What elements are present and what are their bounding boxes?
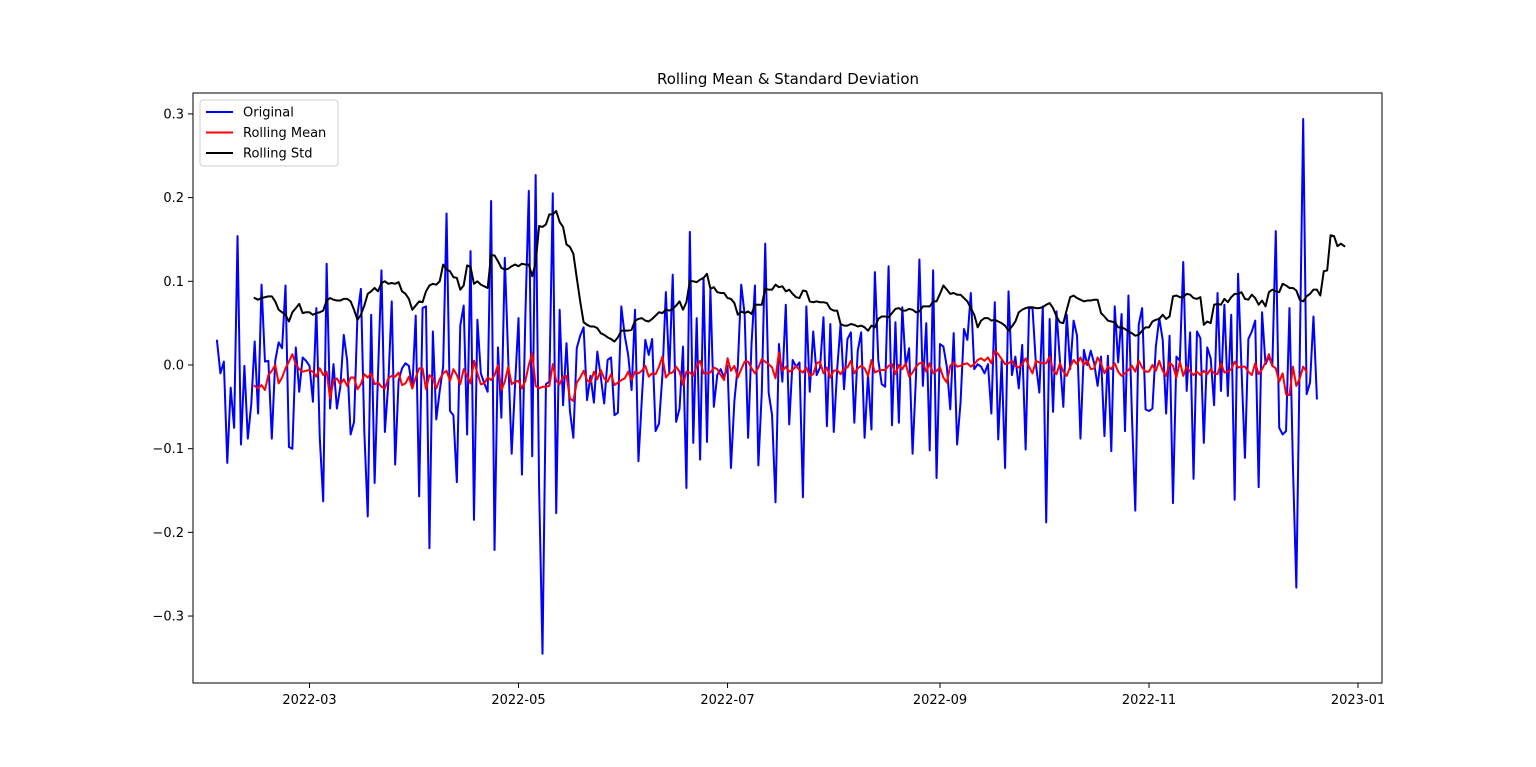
x-tick-label: 2022-09 [913, 693, 967, 708]
legend-box [199, 99, 339, 167]
y-tick-label: 0.0 [163, 358, 184, 373]
series-line-rolling-mean [253, 349, 1309, 402]
y-tick-label: −0.3 [152, 610, 184, 625]
x-tick-label: 2022-03 [282, 693, 336, 708]
legend-label: Original [243, 106, 294, 121]
y-tick-label: −0.2 [152, 526, 184, 541]
plot-frame [192, 92, 1383, 684]
axes: 2022-03 2022-05 2022-07 2022-09 2022-11 2023-… [152, 92, 1385, 708]
series-line-original [215, 117, 1318, 655]
legend: Original Rolling Mean Rolling Std [199, 99, 339, 167]
legend-label: Rolling Mean [243, 126, 326, 141]
plot-data-layer [215, 117, 1346, 655]
x-tick-label: 2023-01 [1331, 693, 1385, 708]
x-tick-label: 2022-07 [700, 693, 754, 708]
series-line-rolling-std [253, 210, 1346, 343]
legend-label: Rolling Std [243, 147, 312, 162]
chart-title: Rolling Mean & Standard Deviation [657, 70, 919, 88]
y-tick-label: 0.2 [163, 191, 184, 206]
y-tick-label: −0.1 [152, 442, 184, 457]
x-tick-label: 2022-11 [1122, 693, 1176, 708]
y-tick-label: 0.3 [163, 107, 184, 122]
x-tick-label: 2022-05 [491, 693, 545, 708]
y-tick-label: 0.1 [163, 275, 184, 290]
